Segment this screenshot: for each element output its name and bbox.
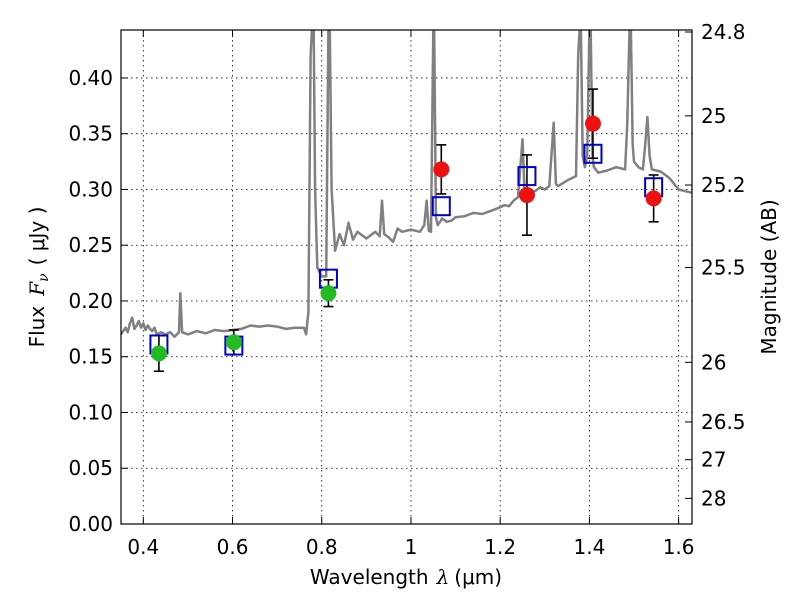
x-tick-label: 1.2 xyxy=(484,535,516,559)
y2-tick-label: 24.8 xyxy=(701,20,746,44)
y-tick-label: 0.25 xyxy=(68,233,113,257)
axis-ticks: 0.4 0.6 0.8 1 1.2 1.4 1.6 0.00 0.05 0.10 0.15 0.20 0… xyxy=(68,20,745,559)
y2-tick-label: 27 xyxy=(701,448,726,472)
observed-point xyxy=(150,345,167,362)
spectrum-layer xyxy=(121,30,692,338)
model-photometry-point xyxy=(431,196,451,217)
y-axis-label: FluxFν( μJy ) xyxy=(25,207,52,348)
y-tick-label: 0.05 xyxy=(68,456,113,480)
observed-photometry xyxy=(150,115,662,362)
x-tick-label: 0.6 xyxy=(217,535,249,559)
y-tick-label: 0.10 xyxy=(68,400,113,424)
x-tick-label: 0.4 xyxy=(127,535,159,559)
spectrum-line xyxy=(121,30,692,338)
y2-axis-label: Magnitude (AB) xyxy=(757,199,781,354)
model-photometry-point xyxy=(583,143,603,164)
y-tick-label: 0.30 xyxy=(68,177,113,201)
observed-point xyxy=(225,334,242,351)
y2-tick-label: 25.5 xyxy=(701,256,746,280)
y2-tick-label: 28 xyxy=(701,486,726,510)
y2-tick-label: 26 xyxy=(701,350,726,374)
observed-point xyxy=(320,285,337,302)
y2-tick-label: 25 xyxy=(701,104,726,128)
observed-point xyxy=(518,187,535,204)
y-tick-label: 0.00 xyxy=(68,512,113,536)
observed-point xyxy=(584,115,601,132)
y-tick-label: 0.40 xyxy=(68,66,113,90)
x-tick-label: 1 xyxy=(405,535,418,559)
model-photometry-point xyxy=(517,166,537,187)
observed-point xyxy=(433,161,450,178)
x-tick-label: 1.4 xyxy=(573,535,605,559)
observed-point xyxy=(645,190,662,207)
grid xyxy=(121,30,692,525)
x-tick-label: 1.6 xyxy=(663,535,695,559)
plot-frame xyxy=(120,29,693,525)
y2-tick-label: 26.5 xyxy=(701,410,746,434)
x-axis-label: Wavelength λ (μm) xyxy=(310,565,502,589)
y2-tick-label: 25.2 xyxy=(701,173,746,197)
y-tick-label: 0.35 xyxy=(68,122,113,146)
x-tick-label: 0.8 xyxy=(306,535,338,559)
y-tick-label: 0.20 xyxy=(68,289,113,313)
y-tick-label: 0.15 xyxy=(68,345,113,369)
